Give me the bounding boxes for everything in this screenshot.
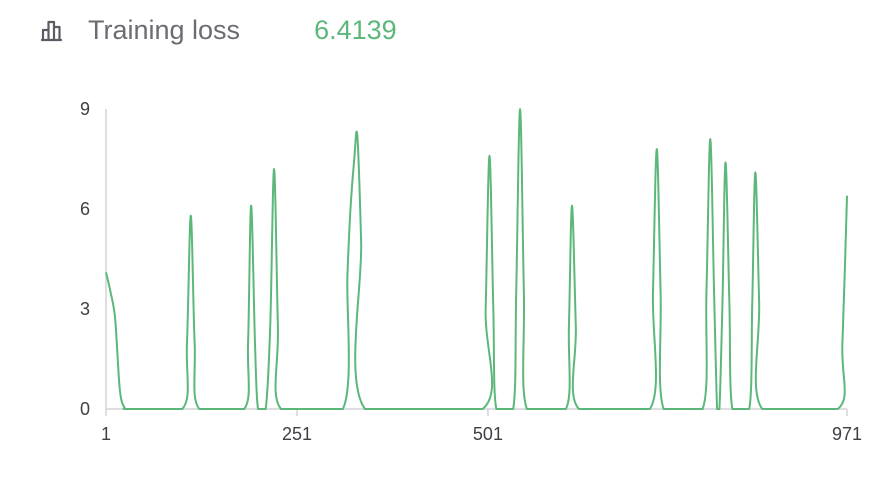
y-tick-label: 9 <box>80 99 90 119</box>
current-loss-value: 6.4139 <box>314 14 397 45</box>
loss-series-line-0 <box>105 108 848 411</box>
chart-header: Training loss 6.4139 <box>40 12 397 48</box>
y-tick-label: 3 <box>80 299 90 319</box>
x-tick-label: 251 <box>282 424 312 444</box>
chart-title: Training loss <box>88 14 241 45</box>
y-tick-label: 0 <box>80 399 90 419</box>
chart-ticks: 0 3 6 9 1 251 501 971 <box>80 99 862 444</box>
x-tick-label: 971 <box>832 424 862 444</box>
y-tick-label: 6 <box>80 199 90 219</box>
x-tick-label: 1 <box>101 424 111 444</box>
chart-axes <box>105 109 847 410</box>
chart-series <box>105 108 848 411</box>
x-tick-label: 501 <box>473 424 503 444</box>
bar-chart-icon-shape <box>40 20 63 42</box>
bar-chart-icon <box>40 17 66 43</box>
